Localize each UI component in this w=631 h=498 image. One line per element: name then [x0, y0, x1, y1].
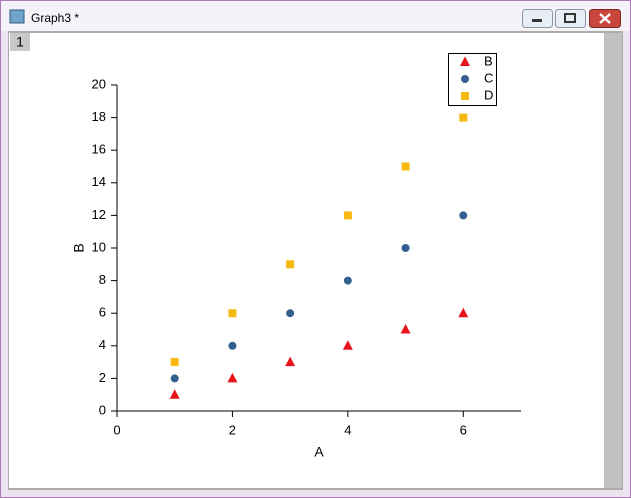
y-tick-label: 0 — [99, 402, 106, 417]
marker-circle — [343, 276, 352, 285]
close-icon — [599, 13, 611, 24]
marker-square — [459, 113, 468, 122]
marker-square — [228, 309, 237, 318]
restore-icon — [564, 13, 576, 23]
marker-triangle — [460, 56, 470, 66]
marker-triangle — [342, 340, 353, 350]
marker-circle — [228, 341, 237, 350]
marker-square — [461, 92, 469, 100]
x-tick-label: 2 — [229, 422, 236, 437]
y-tick-label: 18 — [92, 109, 106, 124]
graph-page — [9, 33, 604, 488]
layer-tab[interactable] — [10, 33, 30, 51]
y-tick-label: 6 — [99, 305, 106, 320]
y-tick-label: 20 — [92, 76, 106, 91]
marker-triangle — [458, 307, 469, 318]
y-tick-label: 12 — [92, 207, 106, 222]
window-title: Graph3 * — [31, 11, 79, 25]
legend-label: C — [484, 70, 493, 85]
marker-triangle — [400, 324, 411, 334]
marker-triangle — [169, 389, 180, 399]
y-tick-label: 16 — [92, 142, 106, 157]
x-tick-label: 0 — [113, 422, 120, 437]
marker-circle — [461, 75, 469, 83]
legend-label: D — [484, 87, 493, 102]
legend-box — [448, 53, 497, 106]
y-tick-label: 10 — [92, 239, 106, 254]
marker-square — [170, 358, 179, 367]
marker-triangle — [227, 372, 238, 383]
x-axis-label: A — [314, 444, 324, 460]
marker-circle — [401, 244, 410, 252]
minimize-icon — [532, 19, 542, 22]
marker-square — [401, 162, 410, 171]
marker-circle — [459, 211, 468, 220]
marker-triangle — [285, 356, 296, 367]
window-icon — [9, 9, 25, 24]
x-tick-label: 6 — [460, 422, 467, 437]
y-tick-label: 4 — [99, 337, 106, 352]
minimize-button[interactable] — [522, 9, 553, 28]
restore-button[interactable] — [555, 9, 586, 28]
marker-circle — [286, 309, 295, 318]
x-tick-label: 4 — [344, 422, 351, 437]
y-tick-label: 14 — [92, 174, 106, 189]
marker-square — [286, 260, 295, 269]
y-tick-label: 2 — [99, 370, 106, 385]
scrollbar — [604, 33, 622, 488]
marker-circle — [170, 374, 179, 383]
legend-label: B — [484, 53, 493, 68]
y-tick-label: 8 — [99, 272, 106, 287]
layer-tab-label: 1 — [16, 34, 24, 50]
marker-square — [343, 211, 352, 220]
y-axis-label: B — [71, 243, 87, 252]
